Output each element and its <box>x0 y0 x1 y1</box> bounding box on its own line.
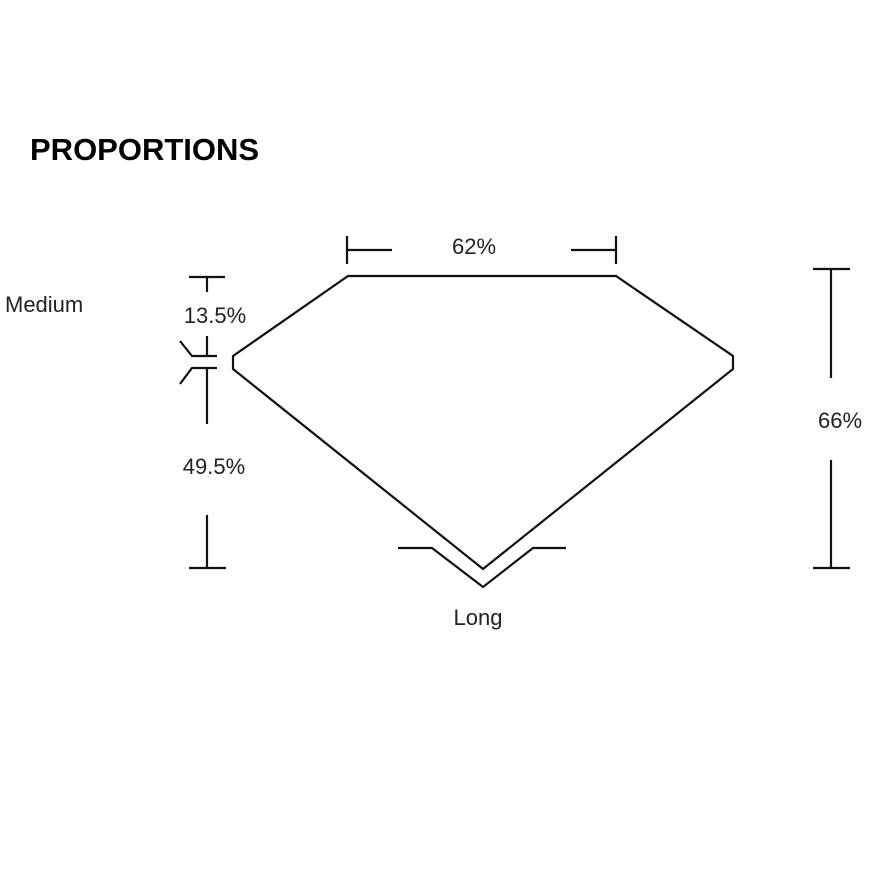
pavilion-dimension: 49.5% <box>183 368 245 570</box>
girdle-indicator: Medium <box>5 292 217 385</box>
crown-label: 13.5% <box>184 303 246 328</box>
table-dimension: 62% <box>345 234 618 264</box>
diagram-title: PROPORTIONS <box>30 132 259 167</box>
table-label: 62% <box>452 234 496 259</box>
culet-indicator: Long <box>398 546 566 630</box>
depth-label: 66% <box>818 408 862 433</box>
depth-dimension: 66% <box>813 267 862 570</box>
girdle-label: Medium <box>5 292 83 317</box>
crown-dimension: 13.5% <box>184 275 246 356</box>
pavilion-label: 49.5% <box>183 454 245 479</box>
diamond-outline <box>231 274 735 571</box>
culet-label: Long <box>454 605 503 630</box>
